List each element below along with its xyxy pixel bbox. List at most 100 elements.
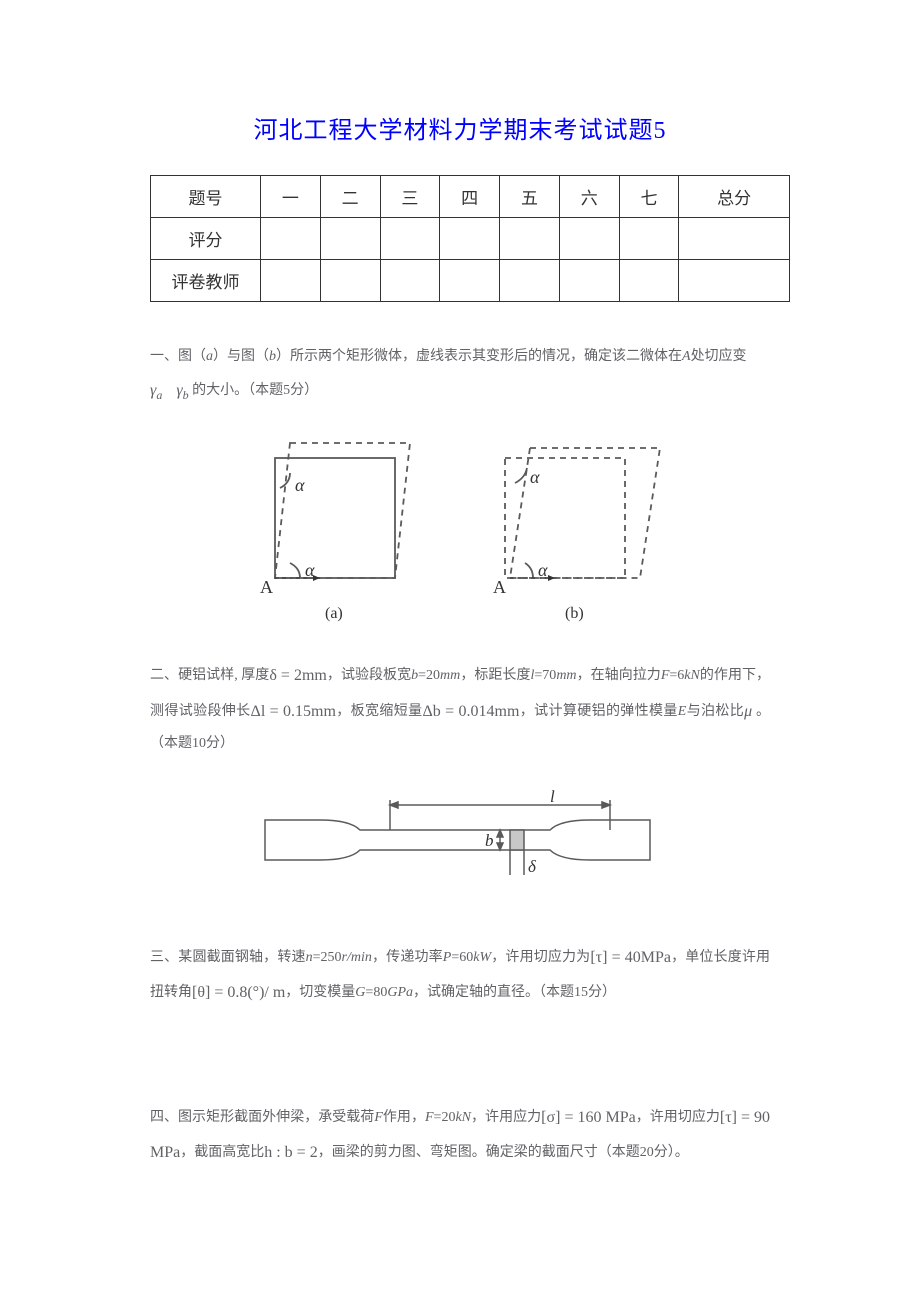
cell (559, 218, 619, 260)
cell (619, 260, 679, 302)
delta-eq: δ = 2mm (269, 667, 327, 684)
alpha-label: α (538, 560, 548, 580)
p4-text: ，许用切应力 (636, 1110, 720, 1125)
p2-text: ，试验段板宽 (327, 668, 411, 683)
p1-text: 处切应变 (691, 349, 747, 364)
p2-text: ，板宽缩短量 (336, 703, 423, 718)
cell (500, 218, 560, 260)
G-label: G (355, 985, 365, 1000)
F-label: F (374, 1110, 383, 1125)
cell (500, 260, 560, 302)
p3-text: ，切变模量 (285, 985, 355, 1000)
P-val: =60 (451, 949, 473, 964)
p1-b: b (269, 349, 276, 364)
cell (679, 218, 790, 260)
sub-b: b (183, 388, 189, 402)
A-label: A (493, 577, 506, 597)
cell (380, 260, 440, 302)
fig-a-caption: (a) (325, 605, 343, 622)
p1-A: A (682, 349, 691, 364)
p1-text: ）与图（ (213, 349, 269, 364)
sigma-eq: [σ] = 160 MPa (541, 1109, 636, 1126)
gamma-a: γa (150, 382, 162, 399)
F-val: =20 (434, 1110, 456, 1125)
hb-eq: h : b = 2 (264, 1144, 317, 1161)
figure-b: α α A (b) (485, 428, 675, 628)
tau-eq: [τ] = 40MPa (590, 949, 671, 966)
p3-text: 三、某圆截面钢轴，转速 (150, 949, 306, 964)
fig-delta: δ (528, 857, 537, 876)
n-label: n (306, 949, 313, 964)
F-label: F (425, 1110, 434, 1125)
alpha-label: α (295, 475, 305, 495)
cell (619, 218, 679, 260)
figure-a: α α A (a) (245, 428, 435, 628)
cell (261, 218, 321, 260)
exam-page: 河北工程大学材料力学期末考试试题5 题号 一 二 三 四 五 六 七 总分 评分… (0, 0, 920, 1250)
dl-eq: Δl = 0.15mm (251, 703, 336, 720)
p2-text: ，试计算硬铝的弹性模量 (519, 703, 677, 718)
p3-tail: ，试确定轴的直径。（本题15分） (413, 985, 616, 1000)
header-six: 六 (559, 176, 619, 218)
p4-text: ，截面高宽比 (180, 1145, 264, 1160)
header-two: 二 (320, 176, 380, 218)
theta-eq: [θ] = 0.8(°)/ m (192, 984, 285, 1001)
table-row: 题号 一 二 三 四 五 六 七 总分 (151, 176, 790, 218)
specimen-svg: l b δ (250, 780, 670, 890)
row-grader-label: 评卷教师 (151, 260, 261, 302)
rpm: r/min (342, 949, 372, 964)
fig-l: l (550, 787, 555, 806)
p3-text: ，传递功率 (372, 949, 443, 964)
G-val: =80 (365, 985, 387, 1000)
mm: mm (556, 668, 576, 683)
p1-a: a (206, 349, 213, 364)
p1-text: ）所示两个矩形微体，虚线表示其变形后的情况，确定该二微体在 (276, 349, 682, 364)
header-four: 四 (440, 176, 500, 218)
problem-4: 四、图示矩形截面外伸梁，承受载荷F作用，F=20kN，许用应力[σ] = 160… (150, 1100, 770, 1170)
header-total: 总分 (679, 176, 790, 218)
problem2-figure: l b δ (150, 780, 770, 890)
p4-tail: ，画梁的剪力图、弯矩图。确定梁的截面尺寸（本题20分）。 (318, 1145, 689, 1160)
p1-text: 一、图（ (150, 349, 206, 364)
problem-2: 二、硬铝试样, 厚度δ = 2mm，试验段板宽b=20mm，标距长度l=70mm… (150, 658, 770, 759)
problem-1: 一、图（a）与图（b）所示两个矩形微体，虚线表示其变形后的情况，确定该二微体在A… (150, 342, 770, 408)
mm: mm (440, 668, 460, 683)
cell (440, 260, 500, 302)
problem-3: 三、某圆截面钢轴，转速n=250r/min，传递功率P=60kW，许用切应力为[… (150, 940, 770, 1010)
table-row: 评卷教师 (151, 260, 790, 302)
table-row: 评分 (151, 218, 790, 260)
cell (320, 218, 380, 260)
fig-b-caption: (b) (565, 605, 584, 622)
p1-tail: 的大小。（本题5分） (192, 383, 318, 398)
n-val: =250 (313, 949, 342, 964)
score-table: 题号 一 二 三 四 五 六 七 总分 评分 评卷教师 (150, 175, 790, 302)
p4-text: 作用， (383, 1110, 425, 1125)
header-seven: 七 (619, 176, 679, 218)
header-five: 五 (500, 176, 560, 218)
cell (320, 260, 380, 302)
kW: kW (473, 949, 491, 964)
p3-text: ，许用切应力为 (491, 949, 590, 964)
kN: kN (455, 1110, 471, 1125)
alpha-label: α (530, 467, 540, 487)
page-title: 河北工程大学材料力学期末考试试题5 (150, 110, 770, 145)
cell (261, 260, 321, 302)
cell (679, 260, 790, 302)
p2-text: 与泊松比 (686, 703, 744, 718)
row-score-label: 评分 (151, 218, 261, 260)
p2-text: ，标距长度 (460, 668, 530, 683)
gamma-b: γb (176, 382, 188, 399)
F-val: =6 (669, 668, 684, 683)
p2-text: ，在轴向拉力 (577, 668, 661, 683)
l-val: =70 (534, 668, 556, 683)
p4-text: ，许用应力 (471, 1110, 541, 1125)
header-three: 三 (380, 176, 440, 218)
problem1-figures: α α A (a) α α A (b) (150, 428, 770, 628)
cell (380, 218, 440, 260)
b-val: =20 (418, 668, 440, 683)
db-eq: Δb = 0.014mm (422, 703, 519, 720)
sub-a: a (156, 388, 162, 402)
header-one: 一 (261, 176, 321, 218)
GPa: GPa (387, 985, 413, 1000)
p4-text: 四、图示矩形截面外伸梁，承受载荷 (150, 1110, 374, 1125)
